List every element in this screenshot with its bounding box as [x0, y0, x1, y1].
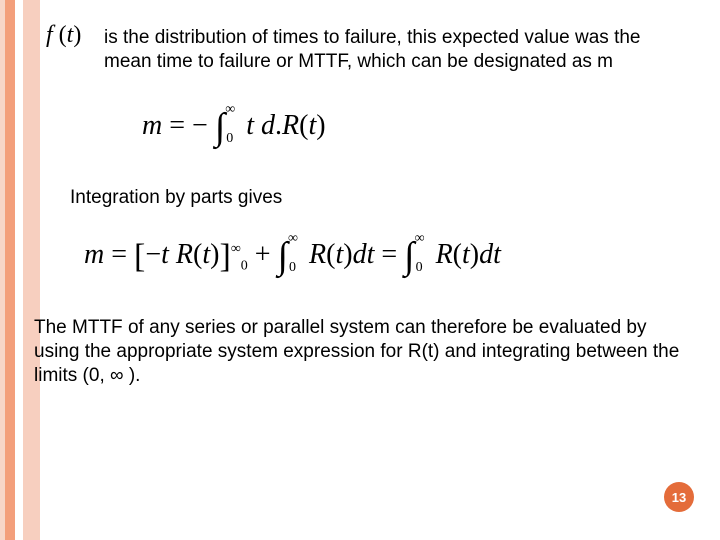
stripe-2	[5, 0, 15, 540]
eq1-lhs: m	[142, 109, 162, 140]
eq2-lhs: m	[84, 238, 104, 269]
stripe-4	[23, 0, 40, 540]
integral-icon: ∫	[404, 237, 414, 275]
function-f-of-t: f (t)	[46, 22, 81, 49]
eq2-int1-upper: ∞	[288, 231, 298, 247]
eq2-term1-upper: ∞	[231, 241, 241, 256]
eq2-int1-lower: 0	[289, 260, 296, 276]
left-decorative-stripes	[0, 0, 40, 540]
eq1-integral: ∫ ∞ 0	[215, 108, 225, 147]
equation-mttf-definition: m = − ∫ ∞ 0 t d.R(t)	[142, 108, 692, 147]
eq1-lower-limit: 0	[226, 131, 233, 147]
eq2-int2-upper: ∞	[415, 231, 425, 247]
eq2-integral-1: ∫ ∞ 0	[278, 237, 288, 276]
eq2-term1-lower: 0	[241, 258, 248, 273]
conclusion-paragraph: The MTTF of any series or parallel syste…	[34, 316, 692, 389]
eq1-minus: −	[192, 109, 208, 140]
slide-content: f (t) is the distribution of times to fa…	[40, 0, 720, 540]
integral-icon: ∫	[215, 108, 225, 146]
eq2-int2-lower: 0	[416, 260, 423, 276]
eq2-equals: =	[381, 238, 397, 269]
eq2-integral-2: ∫ ∞ 0	[404, 237, 414, 276]
page-number: 13	[672, 490, 686, 505]
intro-paragraph: is the distribution of times to failure,…	[104, 26, 682, 74]
eq1-upper-limit: ∞	[225, 102, 235, 118]
integral-icon: ∫	[278, 237, 288, 275]
stripe-3	[15, 0, 23, 540]
math-f: f	[46, 22, 53, 48]
page-number-badge: 13	[664, 482, 694, 512]
equation-integration-by-parts: m = [−t R(t)]∞0 + ∫ ∞ 0 R(t)dt = ∫ ∞ 0 R…	[84, 237, 692, 276]
eq1-integrand: t d.R(t)	[246, 109, 325, 140]
eq2-plus: +	[255, 238, 271, 269]
integration-by-parts-label: Integration by parts gives	[70, 187, 692, 209]
